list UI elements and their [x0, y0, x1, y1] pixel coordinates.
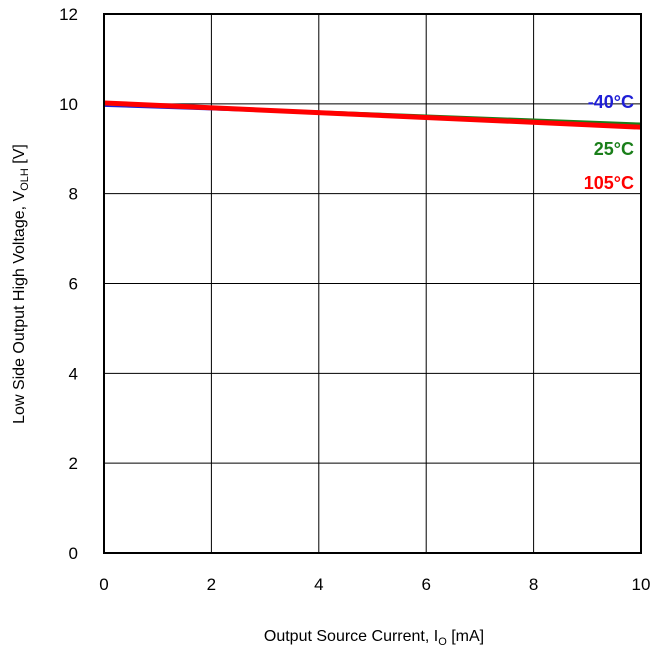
x-tick-label: 4	[314, 575, 323, 594]
x-tick-label: 8	[529, 575, 538, 594]
grid	[103, 13, 642, 554]
series-label: 105°C	[584, 173, 634, 193]
x-tick-labels: 0 2 4 6 8 10	[99, 575, 650, 594]
y-tick-label: 6	[69, 275, 78, 294]
series-label: -40°C	[588, 92, 634, 112]
y-tick-labels: 0 2 4 6 8 10 12	[59, 5, 78, 563]
plot-frame	[103, 13, 642, 554]
y-tick-label: 2	[69, 454, 78, 473]
x-tick-label: 6	[421, 575, 430, 594]
y-tick-label: 10	[59, 95, 78, 114]
x-tick-label: 2	[207, 575, 216, 594]
series-labels: -40°C 25°C 105°C	[584, 92, 634, 193]
series-lines	[103, 100, 642, 130]
y-tick-label: 12	[59, 5, 78, 24]
y-tick-label: 4	[69, 364, 78, 383]
x-tick-label: 0	[99, 575, 108, 594]
series-line	[103, 100, 642, 130]
x-tick-label: 10	[632, 575, 651, 594]
x-axis-title: Output Source Current, IO [mA]	[264, 628, 484, 648]
y-tick-label: 8	[69, 185, 78, 204]
series-label: 25°C	[594, 139, 634, 159]
y-tick-label: 0	[69, 544, 78, 563]
y-axis-title: Low Side Output High Voltage, VOLH [V]	[11, 144, 31, 424]
